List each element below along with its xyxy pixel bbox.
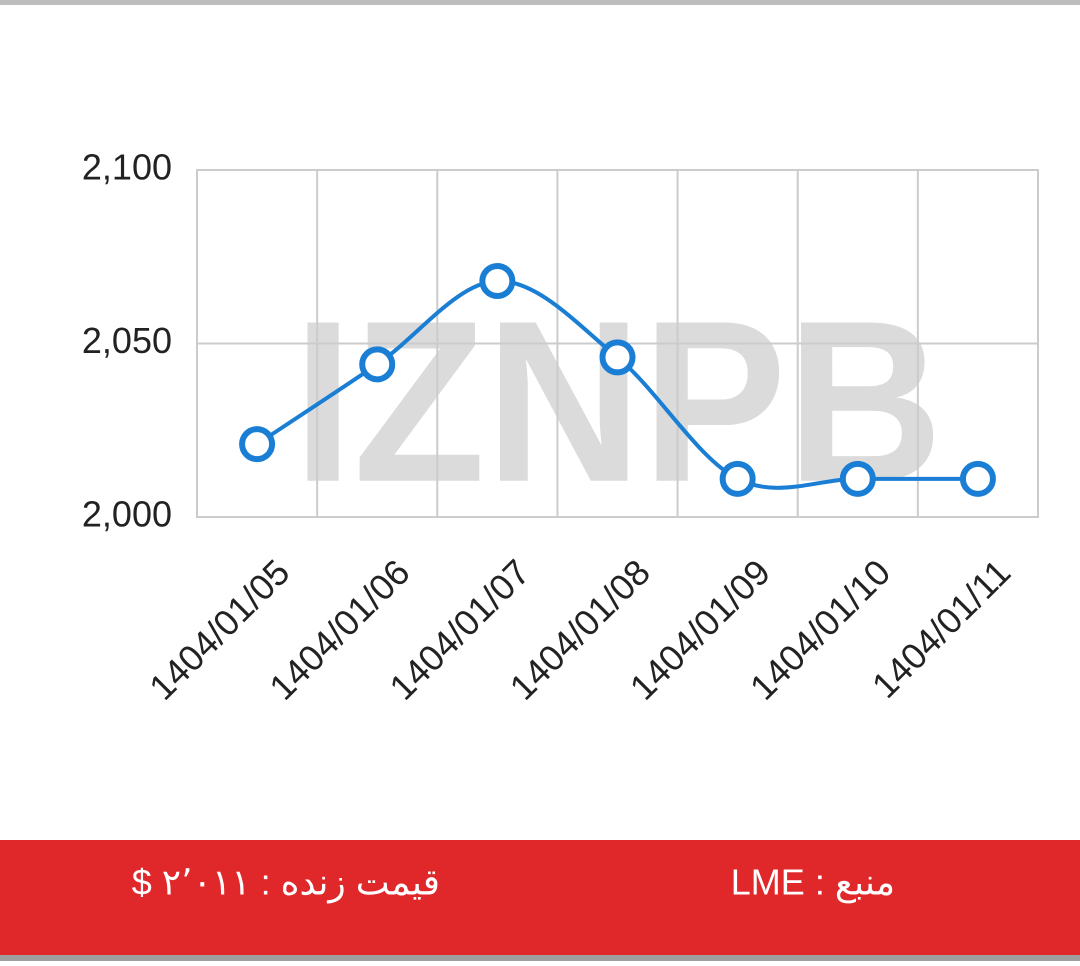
bottom-bar	[0, 955, 1080, 961]
point	[359, 346, 396, 383]
y-tick-label: 2,050	[82, 320, 172, 361]
source-text: منبع : LME	[731, 862, 895, 904]
live-price-text: قیمت زنده : ۲٬۰۱۱ $	[132, 862, 440, 904]
top-bar	[0, 0, 1080, 5]
point	[839, 460, 876, 497]
point	[479, 263, 516, 300]
y-tick-label: 2,100	[82, 147, 172, 188]
footer-band	[0, 840, 1080, 955]
point	[599, 339, 636, 376]
point	[239, 426, 276, 463]
y-tick-label: 2,000	[82, 494, 172, 535]
point	[719, 460, 756, 497]
point	[959, 460, 996, 497]
watermark: IZNPB	[293, 273, 943, 530]
